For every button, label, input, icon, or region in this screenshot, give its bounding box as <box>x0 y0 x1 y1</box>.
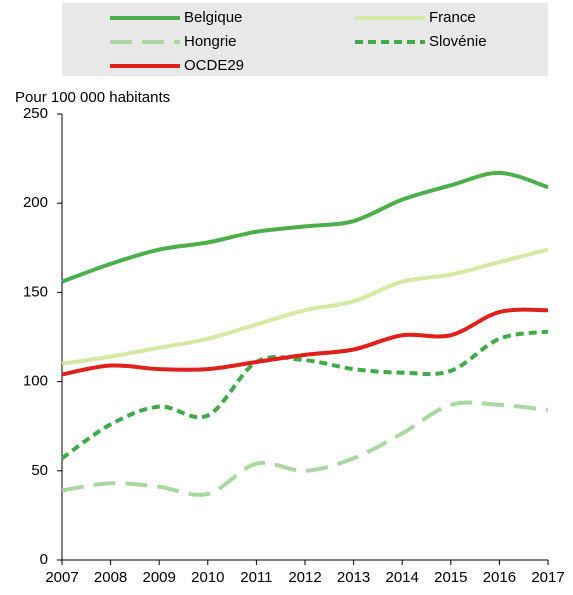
legend-label: Belgique <box>184 9 242 26</box>
x-tick-label: 2012 <box>288 569 321 586</box>
legend-label: OCDE29 <box>184 57 244 74</box>
legend-label: Slovénie <box>429 33 487 50</box>
x-tick-label: 2010 <box>191 569 224 586</box>
series-line <box>61 247 549 366</box>
legend-box <box>62 3 548 76</box>
x-tick-label: 2009 <box>143 569 176 586</box>
x-tick-label: 2016 <box>483 569 516 586</box>
series-line <box>61 170 549 284</box>
x-tick-label: 2017 <box>531 569 564 586</box>
x-tick-label: 2008 <box>94 569 127 586</box>
y-tick-label: 250 <box>23 105 48 122</box>
y-tick-label: 200 <box>23 194 48 211</box>
y-tick-label: 50 <box>31 462 48 479</box>
y-axis-label: Pour 100 000 habitants <box>15 89 170 106</box>
y-tick-label: 150 <box>23 283 48 300</box>
x-tick-label: 2015 <box>434 569 467 586</box>
x-tick-label: 2013 <box>337 569 370 586</box>
x-tick-label: 2011 <box>240 569 272 586</box>
x-tick-label: 2007 <box>45 569 78 586</box>
series-line <box>61 307 549 377</box>
series-line <box>61 400 549 497</box>
y-tick-label: 100 <box>23 373 48 390</box>
legend-label: France <box>429 9 476 26</box>
legend-label: Hongrie <box>184 33 237 50</box>
x-tick-label: 2014 <box>386 569 419 586</box>
series-line <box>60 329 549 460</box>
y-tick-label: 0 <box>40 551 48 568</box>
